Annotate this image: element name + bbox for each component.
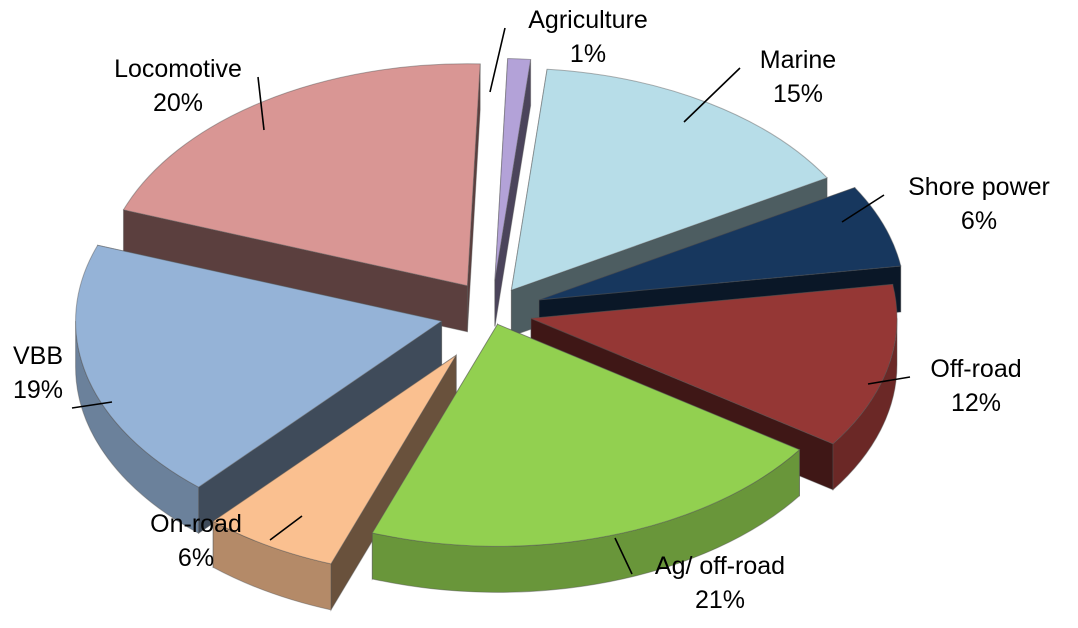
slice-percent-on-road: 6% bbox=[178, 544, 214, 572]
slice-vbb bbox=[75, 244, 443, 488]
slice-ag-off-road bbox=[371, 323, 801, 547]
slice-shore-power bbox=[538, 187, 902, 301]
slice-percent-shore-power: 6% bbox=[961, 207, 997, 235]
slice-agriculture bbox=[494, 58, 532, 281]
slice-label-on-road: On-road bbox=[150, 510, 242, 538]
slice-label-locomotive: Locomotive bbox=[114, 55, 242, 83]
slice-label-off-road: Off-road bbox=[930, 355, 1021, 383]
leader-line-shore-power bbox=[841, 194, 885, 223]
leader-line-off-road bbox=[867, 376, 911, 385]
slice-label-shore-power: Shore power bbox=[908, 173, 1050, 201]
slice-percent-agriculture: 1% bbox=[570, 40, 606, 68]
slice-percent-vbb: 19% bbox=[13, 376, 63, 404]
leader-line-ag-off-road bbox=[614, 537, 633, 575]
slice-label-vbb: VBB bbox=[13, 342, 63, 370]
slice-on-road bbox=[212, 354, 457, 565]
slice-label-marine: Marine bbox=[760, 46, 836, 74]
leader-line-marine bbox=[683, 67, 741, 123]
slice-marine bbox=[510, 68, 828, 291]
leader-line-locomotive bbox=[257, 76, 265, 131]
slice-label-ag-off-road: Ag/ off-road bbox=[655, 552, 785, 580]
slice-percent-ag-off-road: 21% bbox=[695, 586, 745, 614]
slice-percent-off-road: 12% bbox=[951, 389, 1001, 417]
slice-percent-marine: 15% bbox=[773, 80, 823, 108]
leader-line-agriculture bbox=[489, 27, 506, 93]
leader-line-vbb bbox=[71, 401, 113, 409]
leader-line-on-road bbox=[269, 515, 303, 541]
slice-side-on-road bbox=[330, 353, 457, 612]
slice-label-agriculture: Agriculture bbox=[528, 6, 648, 34]
slice-locomotive bbox=[122, 63, 481, 287]
slice-off-road bbox=[530, 283, 898, 445]
slice-side-locomotive bbox=[466, 63, 481, 332]
slice-percent-locomotive: 20% bbox=[153, 89, 203, 117]
